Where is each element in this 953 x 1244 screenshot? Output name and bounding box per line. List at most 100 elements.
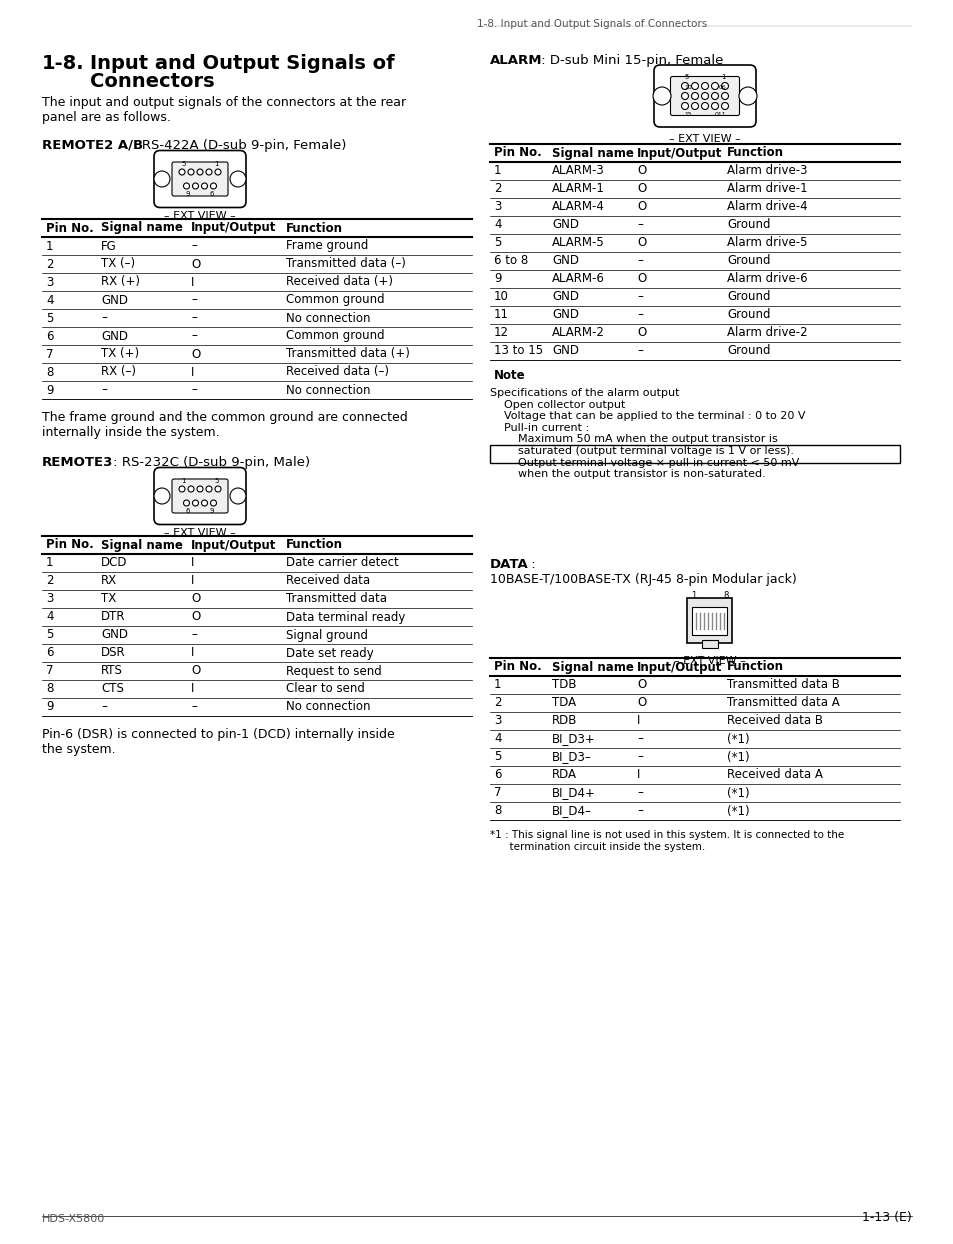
Text: ALARM-2: ALARM-2 (552, 326, 604, 340)
Text: O: O (191, 664, 200, 678)
Circle shape (201, 183, 208, 189)
Text: DTR: DTR (101, 611, 126, 623)
Text: 4: 4 (46, 611, 53, 623)
Circle shape (211, 500, 216, 506)
Text: TX (–): TX (–) (101, 258, 135, 270)
Text: BI_D4+: BI_D4+ (552, 786, 596, 800)
Circle shape (201, 500, 208, 506)
Text: 8: 8 (46, 683, 53, 695)
Text: FG: FG (101, 240, 116, 253)
Circle shape (691, 102, 698, 109)
Text: BI_D4–: BI_D4– (552, 805, 591, 817)
Text: O: O (191, 611, 200, 623)
Text: 5: 5 (46, 311, 53, 325)
Text: 1-13 (E): 1-13 (E) (862, 1210, 911, 1224)
Text: 4: 4 (46, 294, 53, 306)
Text: RTS: RTS (101, 664, 123, 678)
Text: O: O (191, 592, 200, 606)
Text: O: O (637, 326, 645, 340)
Text: No connection: No connection (286, 311, 370, 325)
Text: I: I (191, 683, 194, 695)
Text: GND: GND (552, 309, 578, 321)
Circle shape (680, 92, 688, 100)
Circle shape (711, 82, 718, 90)
Text: Signal ground: Signal ground (286, 628, 368, 642)
Text: ALARM-1: ALARM-1 (552, 183, 604, 195)
Text: O: O (637, 697, 645, 709)
Text: Note: Note (494, 369, 525, 382)
Text: O: O (637, 183, 645, 195)
Circle shape (720, 92, 728, 100)
Text: REMOTE2 A/B: REMOTE2 A/B (42, 139, 143, 152)
Text: RX (+): RX (+) (101, 275, 140, 289)
Text: DCD: DCD (101, 556, 128, 570)
FancyBboxPatch shape (172, 162, 228, 197)
Text: –: – (101, 311, 107, 325)
Circle shape (153, 488, 170, 504)
Text: Function: Function (726, 147, 783, 159)
Text: I: I (191, 647, 194, 659)
Text: Date carrier detect: Date carrier detect (286, 556, 398, 570)
FancyBboxPatch shape (692, 607, 727, 634)
Text: 011: 011 (714, 112, 725, 117)
Circle shape (153, 170, 170, 187)
Text: Received data: Received data (286, 575, 370, 587)
Text: I: I (191, 275, 194, 289)
Text: 6 to 8: 6 to 8 (494, 255, 528, 267)
Text: DSR: DSR (101, 647, 126, 659)
Text: –: – (637, 309, 642, 321)
Text: –: – (637, 786, 642, 800)
Circle shape (179, 169, 185, 175)
Circle shape (206, 169, 212, 175)
Circle shape (230, 170, 246, 187)
FancyBboxPatch shape (153, 151, 246, 208)
Text: Input/Output: Input/Output (637, 147, 721, 159)
Text: REMOTE3: REMOTE3 (42, 457, 113, 469)
Text: I: I (637, 769, 639, 781)
Circle shape (206, 486, 212, 491)
Text: O: O (637, 200, 645, 214)
Text: (*1): (*1) (726, 786, 749, 800)
FancyBboxPatch shape (490, 445, 899, 463)
Text: RX: RX (101, 575, 117, 587)
Text: 10: 10 (494, 291, 508, 304)
Text: 3: 3 (46, 275, 53, 289)
Circle shape (720, 82, 728, 90)
Text: Received data (–): Received data (–) (286, 366, 389, 378)
Text: Ground: Ground (726, 345, 770, 357)
Text: 5: 5 (46, 628, 53, 642)
Text: 9: 9 (494, 272, 501, 286)
Circle shape (711, 92, 718, 100)
Circle shape (179, 486, 185, 491)
Text: 9: 9 (185, 192, 190, 197)
Text: 13 to 15: 13 to 15 (494, 345, 542, 357)
Text: RX (–): RX (–) (101, 366, 136, 378)
Text: 6: 6 (46, 647, 53, 659)
Text: O: O (637, 236, 645, 250)
Text: Pin No.: Pin No. (46, 221, 93, 235)
Circle shape (691, 82, 698, 90)
Text: GND: GND (101, 628, 128, 642)
Text: ALARM: ALARM (490, 53, 542, 67)
Text: 1: 1 (181, 478, 185, 484)
Text: Input and Output Signals of: Input and Output Signals of (90, 53, 395, 73)
Circle shape (691, 92, 698, 100)
Text: Input/Output: Input/Output (191, 539, 276, 551)
Text: 1: 1 (494, 164, 501, 178)
Text: Received data A: Received data A (726, 769, 822, 781)
Text: 4: 4 (494, 733, 501, 745)
Text: 11: 11 (494, 309, 509, 321)
Text: Pin No.: Pin No. (494, 661, 541, 673)
Text: Transmitted data (–): Transmitted data (–) (286, 258, 405, 270)
Text: 5: 5 (181, 160, 185, 167)
Text: Input/Output: Input/Output (637, 661, 721, 673)
Circle shape (652, 87, 670, 104)
Text: 5: 5 (214, 478, 219, 484)
Text: Pin-6 (DSR) is connected to pin-1 (DCD) internally inside
the system.: Pin-6 (DSR) is connected to pin-1 (DCD) … (42, 728, 395, 756)
Circle shape (680, 82, 688, 90)
Text: No connection: No connection (286, 383, 370, 397)
Circle shape (193, 500, 198, 506)
Text: 8: 8 (494, 805, 501, 817)
Text: O: O (637, 272, 645, 286)
Text: Connectors: Connectors (90, 72, 214, 91)
